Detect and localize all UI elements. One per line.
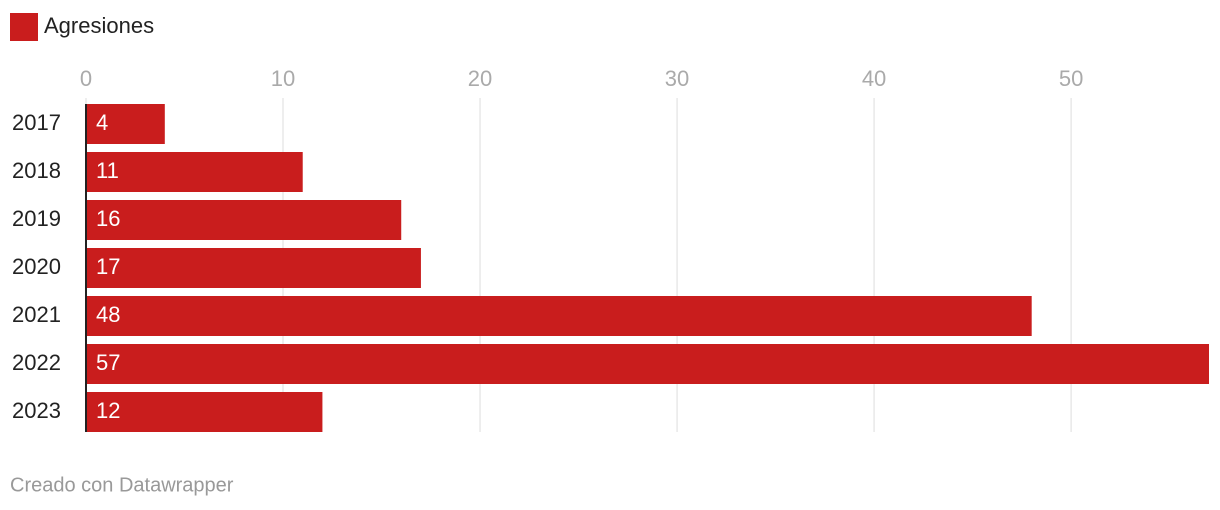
y-tick-label: 2023 xyxy=(12,398,61,423)
data-label: 4 xyxy=(96,110,108,135)
y-tick-label: 2019 xyxy=(12,206,61,231)
legend-label: Agresiones xyxy=(44,13,154,38)
x-tick-label: 20 xyxy=(468,66,492,91)
data-label: 57 xyxy=(96,350,120,375)
bar xyxy=(86,344,1209,384)
x-tick-label: 10 xyxy=(271,66,295,91)
bar xyxy=(86,152,303,192)
bar xyxy=(86,104,165,144)
y-tick-label: 2022 xyxy=(12,350,61,375)
x-tick-label: 30 xyxy=(665,66,689,91)
bar xyxy=(86,200,402,240)
y-tick-label: 2020 xyxy=(12,254,61,279)
y-tick-label: 2021 xyxy=(12,302,61,327)
x-tick-label: 50 xyxy=(1059,66,1083,91)
x-tick-label: 40 xyxy=(862,66,886,91)
data-label: 48 xyxy=(96,302,120,327)
x-tick-label: 0 xyxy=(80,66,92,91)
data-label: 12 xyxy=(96,398,120,423)
data-label: 16 xyxy=(96,206,120,231)
credit: Creado con Datawrapper xyxy=(10,474,234,496)
y-tick-label: 2018 xyxy=(12,158,61,183)
y-tick-label: 2017 xyxy=(12,110,61,135)
bar xyxy=(86,392,323,432)
data-label: 17 xyxy=(96,254,120,279)
bar xyxy=(86,248,421,288)
bar xyxy=(86,296,1032,336)
legend-swatch xyxy=(10,13,38,41)
data-label: 11 xyxy=(96,158,119,183)
